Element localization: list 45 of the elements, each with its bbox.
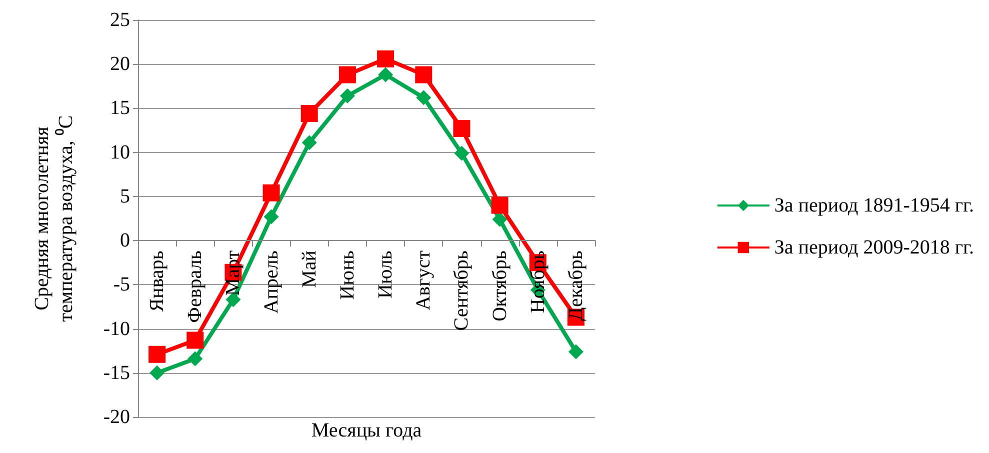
legend-label: За период 2009-2018 гг.: [774, 236, 974, 258]
y-tick-label: 10: [110, 141, 130, 164]
point: [453, 120, 470, 138]
point: [150, 365, 165, 380]
legend-label: За период 1891-1954 гг.: [774, 194, 974, 216]
point: [378, 67, 394, 82]
x-tick-label: Март: [222, 250, 244, 296]
point: [454, 146, 470, 161]
x-axis-title: Месяцы года: [311, 420, 422, 442]
point: [338, 66, 356, 84]
x-tick-label: Октябрь: [488, 250, 511, 322]
y-tick-label: 15: [110, 97, 130, 120]
point: [148, 346, 166, 363]
y-tick-label: 20: [110, 53, 130, 76]
point: [188, 351, 203, 366]
x-tick-label: Январь: [146, 250, 168, 312]
y-tick-label: 25: [110, 9, 130, 31]
point: [568, 344, 584, 360]
x-tick-label: Декабрь: [564, 250, 587, 321]
x-tick-label: Август: [412, 250, 435, 310]
y-tick-label: 5: [120, 185, 130, 208]
point: [491, 196, 508, 214]
x-tick-label: Февраль: [184, 250, 206, 323]
x-tick-label: Июль: [374, 250, 397, 299]
point: [340, 88, 355, 104]
point: [415, 66, 432, 84]
x-tick-label: Июнь: [336, 250, 358, 300]
x-tick-label: Ноябрь: [526, 250, 549, 314]
y-tick-label: 0: [120, 230, 130, 252]
y-tick-label: -5: [113, 274, 130, 296]
point: [416, 90, 432, 106]
y-tick-label: -15: [103, 362, 130, 384]
x-tick-label: Сентябрь: [450, 250, 473, 331]
x-tick-label: Май: [298, 250, 320, 288]
y-tick-label: -10: [103, 318, 130, 340]
y-tick-label: -20: [103, 406, 130, 428]
point: [302, 135, 317, 150]
point: [492, 212, 508, 227]
point: [377, 50, 394, 68]
point: [264, 209, 279, 224]
x-tick-label: Апрель: [260, 250, 282, 314]
point: [262, 184, 280, 202]
point: [186, 332, 204, 349]
y-axis-title: Средняя многолетняя температура воздуха, ⁰C: [31, 115, 77, 322]
point: [300, 105, 318, 122]
